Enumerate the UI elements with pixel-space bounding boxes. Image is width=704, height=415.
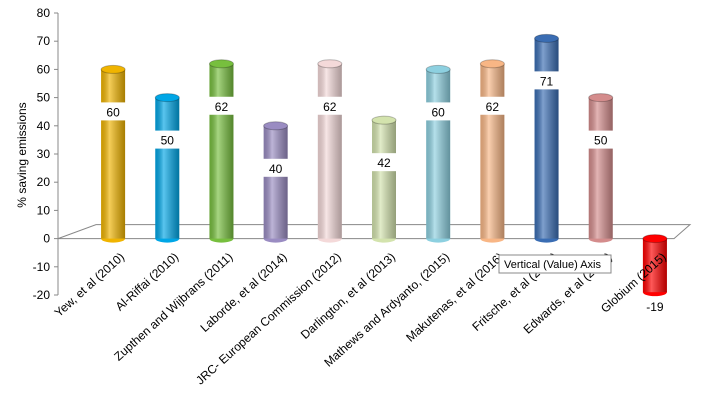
value-label: 62	[486, 100, 500, 114]
value-label-bg	[533, 71, 560, 90]
x-tick-label: Yew, et al (2010)	[52, 250, 127, 320]
bar-cap	[479, 59, 505, 69]
bar-cap	[534, 33, 560, 43]
y-tick-label: 0	[43, 232, 50, 246]
value-label-bg	[208, 96, 235, 115]
value-label: 50	[594, 134, 608, 148]
y-tick-label: 80	[37, 6, 51, 20]
value-label: 60	[432, 105, 446, 119]
x-tick-label: Darlington, et al (2013)	[298, 250, 398, 342]
y-tick-label: -10	[33, 260, 51, 274]
y-tick-label: 30	[37, 147, 51, 161]
y-tick-label: -20	[33, 288, 51, 302]
bar-shade	[534, 38, 559, 239]
value-label-bg	[154, 130, 181, 149]
bar-shade	[263, 125, 288, 239]
bar-cap	[263, 121, 289, 131]
value-label: 71	[540, 74, 554, 88]
x-tick-label: Makutenas, et al (2016)	[403, 250, 506, 345]
bar-cap	[208, 59, 234, 69]
bar-shade	[101, 69, 126, 239]
bar-cap	[425, 64, 451, 74]
bar-cap	[588, 93, 614, 103]
bar-shade	[209, 63, 234, 239]
value-label-bg	[425, 102, 452, 121]
value-label: 50	[161, 134, 175, 148]
value-label-bg	[371, 153, 397, 172]
value-label-bg	[100, 102, 127, 121]
value-label-bg	[316, 96, 343, 115]
value-label-bg	[262, 158, 289, 177]
bar-shade	[372, 120, 396, 239]
value-label: 60	[106, 105, 120, 119]
bar-shade	[426, 69, 451, 239]
bar-cap	[100, 64, 126, 74]
y-tick-label: 40	[37, 119, 51, 133]
value-label: 62	[323, 100, 337, 114]
value-label-bg	[641, 297, 668, 316]
bar-cap	[154, 93, 180, 103]
value-label: -19	[646, 300, 664, 314]
value-label: 40	[269, 162, 283, 176]
bar-cap	[371, 115, 397, 125]
bar-cap	[642, 234, 668, 244]
value-label-bg	[587, 130, 614, 149]
y-tick-label: 50	[37, 91, 51, 105]
bar-shade	[155, 97, 180, 239]
y-axis-title: % saving emissions	[15, 102, 29, 207]
y-tick-label: 20	[37, 175, 51, 189]
bar-cap	[317, 59, 343, 69]
bar-shade	[642, 238, 667, 293]
value-label: 42	[377, 156, 391, 170]
value-label: 62	[215, 100, 229, 114]
y-tick-label: 70	[37, 34, 51, 48]
tooltip-box	[498, 254, 612, 274]
value-label-bg	[479, 96, 506, 115]
bar-shade	[317, 63, 342, 239]
bar-shade	[588, 97, 613, 239]
y-tick-label: 10	[37, 203, 51, 217]
bar-shade	[480, 63, 505, 239]
y-tick-label: 60	[37, 62, 51, 76]
tooltip: Vertical (Value) Axis	[504, 259, 602, 271]
